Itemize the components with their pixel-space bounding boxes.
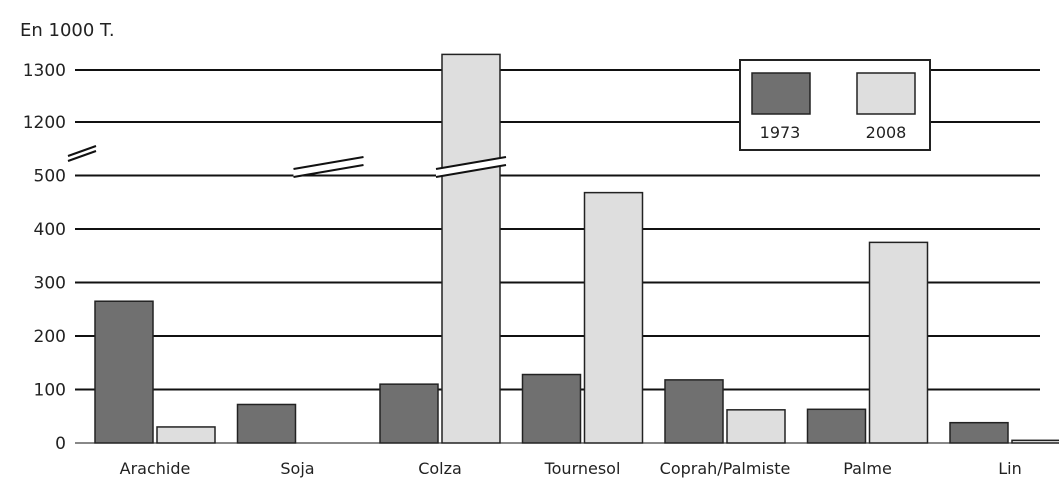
legend-swatch-2008 [856, 72, 916, 115]
bar-arachide-1973 [94, 300, 154, 444]
y-tick-label: 300 [34, 274, 66, 294]
axis-break-mark [67, 150, 97, 162]
category-label: Soja [280, 459, 314, 478]
bar-break-mark [293, 164, 364, 178]
bar-break-gap [436, 157, 506, 177]
y-tick-label: 500 [34, 167, 66, 187]
legend-label-2008: 2008 [866, 123, 907, 142]
category-label: Tournesol [544, 459, 621, 478]
y-tick-label: 200 [34, 327, 66, 347]
bar-lin-1973 [949, 421, 1009, 444]
bar-break-mark [435, 164, 507, 178]
bar-colza-1973 [379, 383, 439, 444]
bar-break-gap [293, 157, 364, 177]
legend-swatch-1973 [751, 72, 811, 115]
category-label: Arachide [120, 459, 191, 478]
legend: 1973 2008 [739, 59, 931, 151]
category-label: Palme [843, 459, 892, 478]
bar-palme-1973 [806, 408, 867, 444]
bar-soja-1973 [236, 403, 297, 444]
legend-label-1973: 1973 [760, 123, 801, 142]
y-tick-label: 1300 [23, 61, 66, 81]
unit-label: En 1000 T. [20, 20, 115, 41]
gridlines [67, 69, 1040, 444]
category-label: Coprah/Palmiste [660, 459, 791, 478]
bar-arachide-2008 [156, 426, 216, 444]
category-label: Colza [418, 459, 462, 478]
bar-break-mark [293, 156, 364, 170]
bar-break-mark [435, 156, 507, 170]
bar-palme-2008 [868, 241, 929, 444]
bar-tournesol-2008 [583, 191, 644, 444]
category-labels: Arachide Soja Colza Tournesol Coprah/Palmist… [120, 459, 1022, 478]
axis-break-mark [67, 145, 97, 157]
y-tick-label: 400 [34, 220, 66, 240]
y-tick-label: 0 [55, 434, 66, 454]
y-axis-ticks: 0 100 200 300 400 500 1200 1300 [23, 61, 66, 454]
bars [94, 53, 1059, 444]
category-label: Lin [998, 459, 1022, 478]
y-tick-label: 1200 [23, 113, 66, 133]
bar-coprah-palmiste-2008 [726, 409, 786, 444]
bar-tournesol-1973 [521, 373, 582, 444]
y-tick-label: 100 [34, 381, 66, 401]
bar-lin-2008 [1011, 439, 1059, 444]
bar-colza-2008 [441, 53, 501, 444]
bar-coprah-palmiste-1973 [664, 379, 724, 444]
